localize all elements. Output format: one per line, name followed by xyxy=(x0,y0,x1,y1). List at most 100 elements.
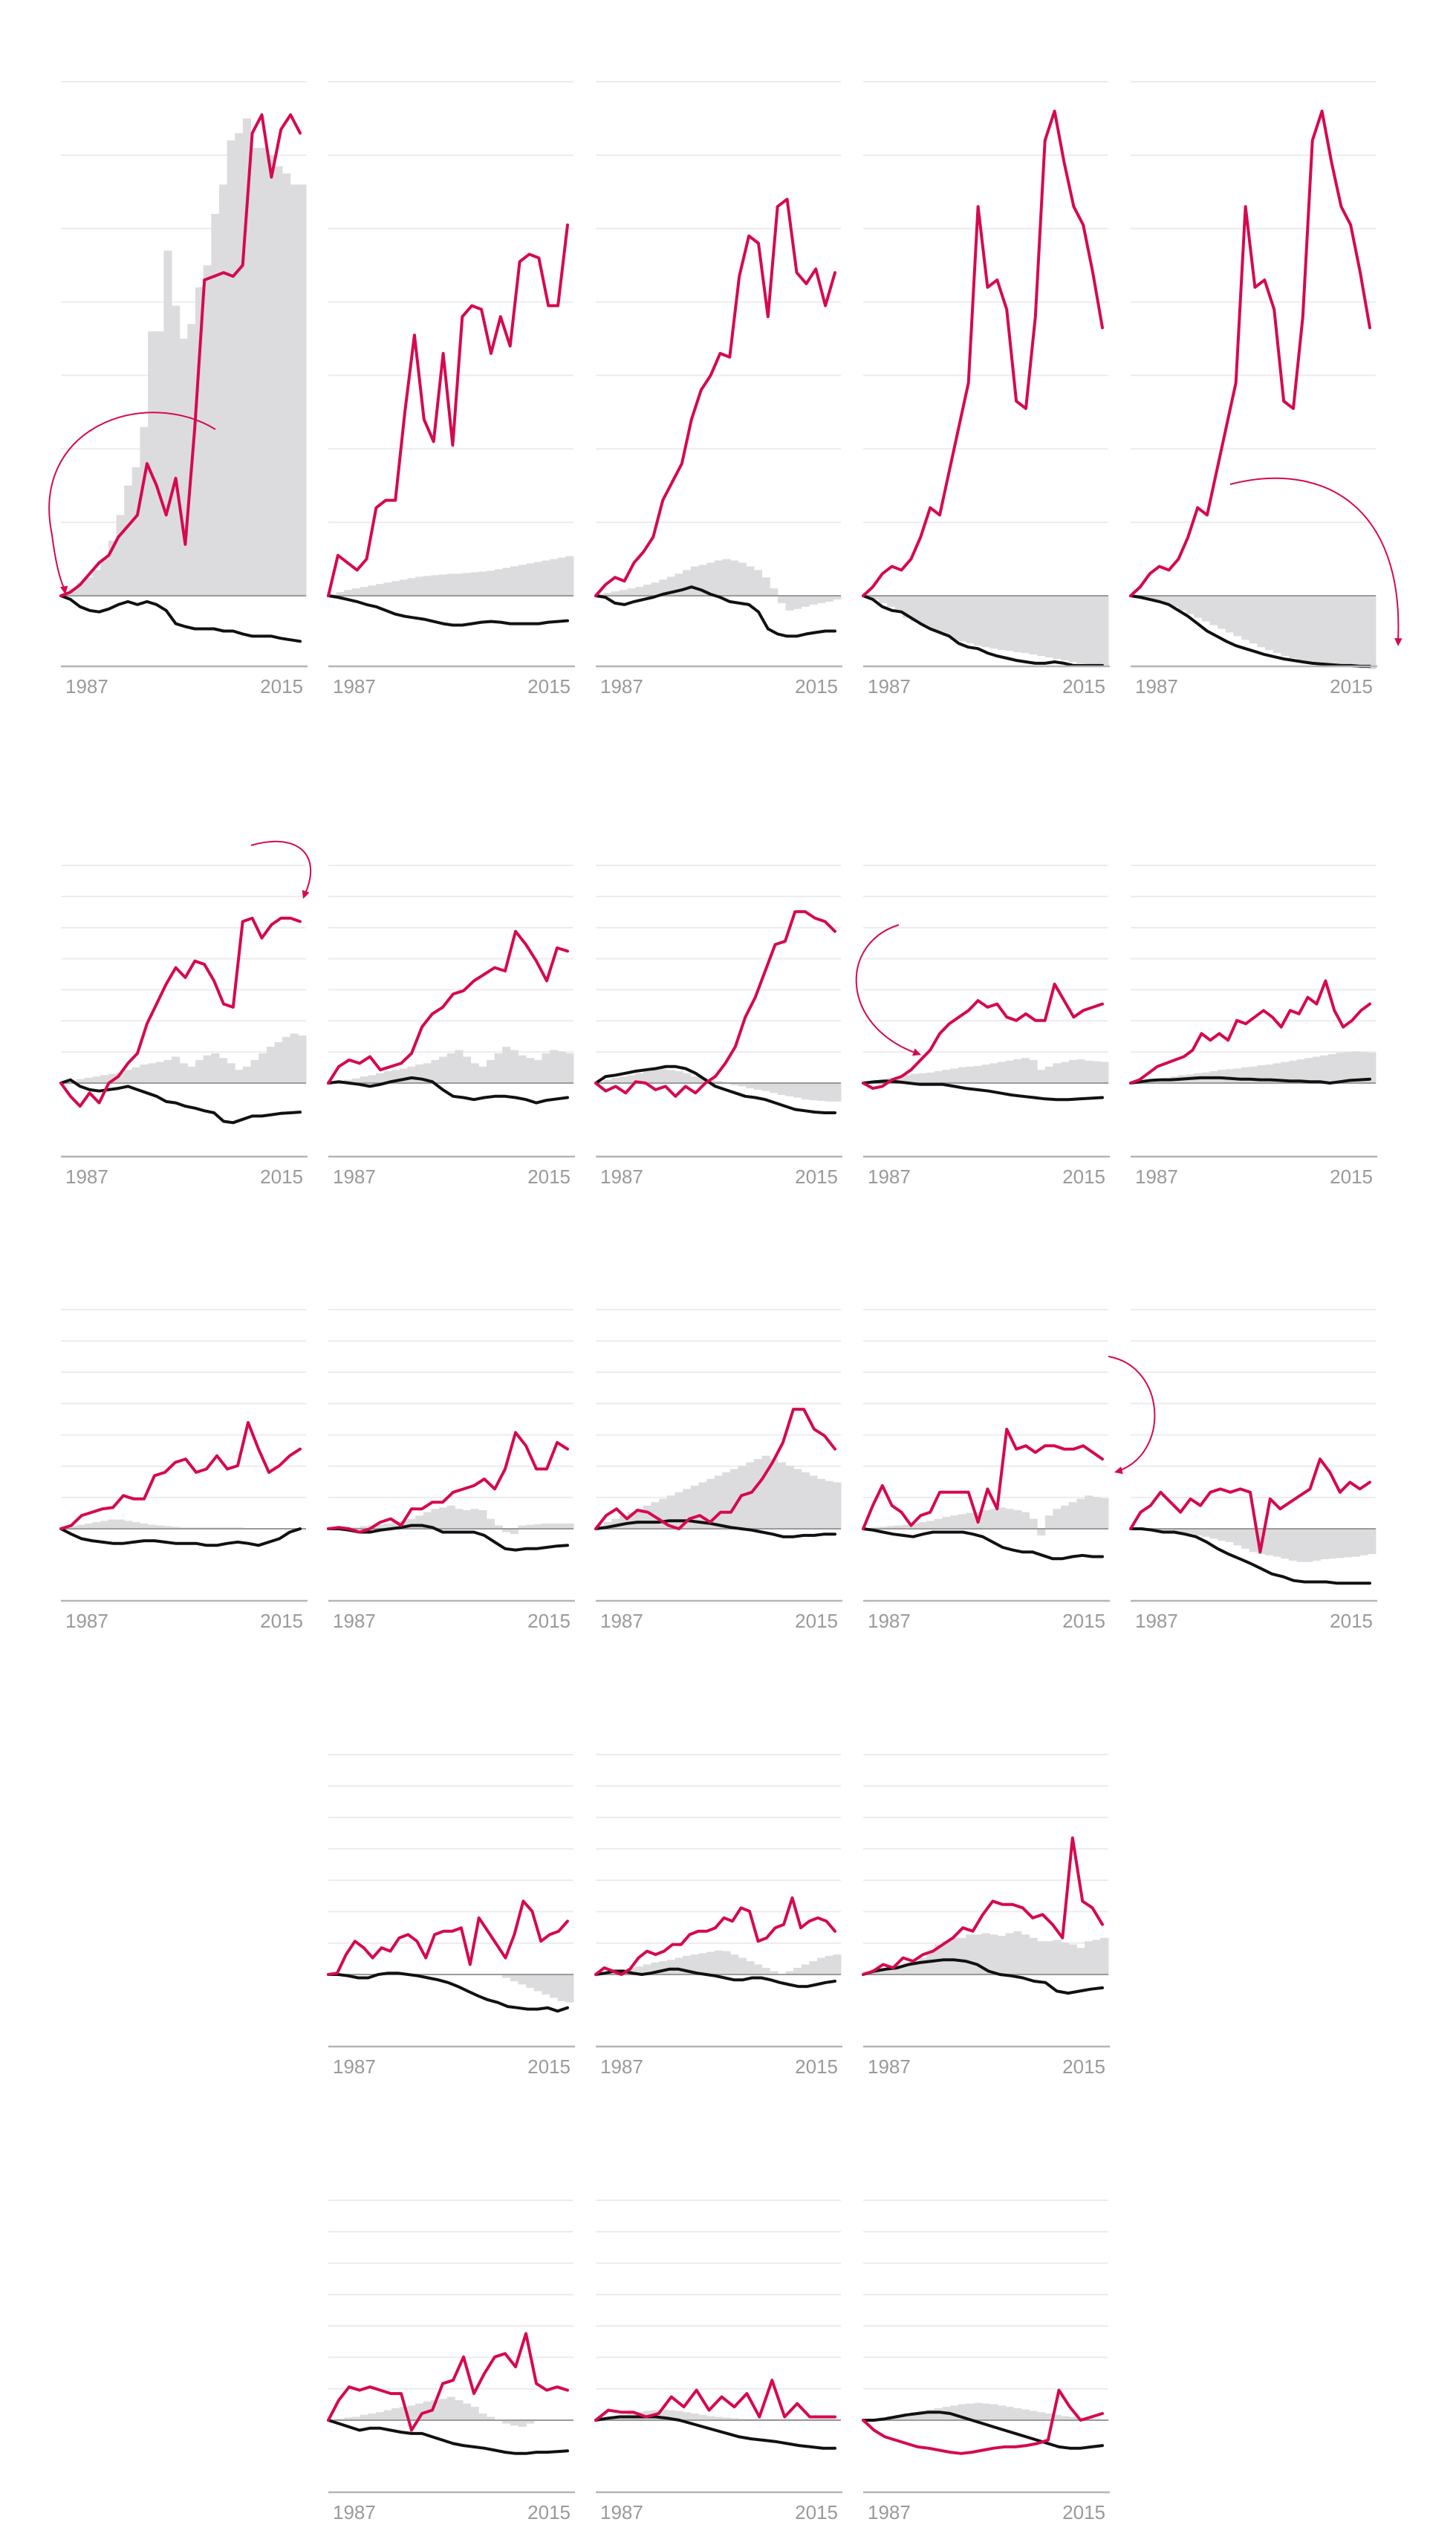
bar xyxy=(423,576,432,596)
bar xyxy=(1092,596,1101,665)
bar xyxy=(997,2405,1007,2420)
bar xyxy=(1044,1515,1053,1529)
bar xyxy=(651,582,660,596)
bar xyxy=(1352,1529,1361,1557)
bar xyxy=(714,560,723,596)
bar xyxy=(666,1070,675,1083)
bar xyxy=(550,1050,559,1083)
bar xyxy=(934,2408,943,2420)
bar xyxy=(399,1068,408,1083)
bar xyxy=(518,1055,527,1083)
bar xyxy=(1037,596,1046,657)
bar xyxy=(1209,596,1218,625)
bar xyxy=(619,1515,628,1529)
bar xyxy=(690,566,699,596)
bar xyxy=(1225,1529,1234,1542)
bar xyxy=(242,118,251,596)
bar xyxy=(746,1961,755,1974)
bar xyxy=(1288,596,1298,659)
bar xyxy=(526,1058,535,1083)
bar xyxy=(950,2405,959,2420)
panel-15: 1987 2015 xyxy=(327,1754,575,2078)
bar xyxy=(1359,1052,1368,1083)
bar xyxy=(825,1955,833,1974)
x-tick-start: 1987 xyxy=(333,1610,376,1632)
bar xyxy=(533,1059,542,1083)
bar xyxy=(958,1067,966,1083)
bar xyxy=(1037,1529,1046,1535)
red-series-line xyxy=(1129,979,1371,1085)
x-tick-end: 2015 xyxy=(1062,1166,1105,1188)
bar xyxy=(966,1934,975,1974)
bar xyxy=(1209,1529,1218,1539)
bar xyxy=(502,1047,511,1083)
bar xyxy=(675,1957,683,1974)
bar xyxy=(683,2412,692,2420)
red-series-line xyxy=(862,2388,1104,2455)
bar xyxy=(950,596,959,640)
bar xyxy=(611,1518,620,1529)
bar xyxy=(611,591,620,596)
bar xyxy=(683,1955,692,1974)
bar xyxy=(550,559,559,596)
bar xyxy=(1249,1529,1258,1553)
bar xyxy=(934,596,943,633)
red-series-line xyxy=(1129,1457,1371,1554)
bar xyxy=(148,1524,157,1529)
bar xyxy=(817,1478,826,1529)
bar xyxy=(235,133,244,596)
bar xyxy=(1005,2407,1014,2420)
black-series-line xyxy=(862,1958,1104,1995)
bar xyxy=(809,1475,818,1529)
bar xyxy=(1005,1060,1014,1083)
bar xyxy=(989,1509,998,1529)
bar xyxy=(375,2412,385,2420)
bar xyxy=(1359,596,1368,669)
bar xyxy=(1225,596,1234,633)
x-tick-end: 2015 xyxy=(1330,675,1373,698)
bar xyxy=(1177,1529,1187,1533)
bar xyxy=(399,1521,408,1529)
bar xyxy=(155,1062,164,1083)
bar xyxy=(903,596,911,618)
bar xyxy=(172,1056,181,1083)
bar xyxy=(439,2399,448,2420)
bar xyxy=(738,1957,747,1974)
bar xyxy=(486,571,495,596)
black-series-line xyxy=(594,585,836,638)
bar xyxy=(1044,2414,1053,2420)
bar xyxy=(1154,596,1163,602)
x-tick-start: 1987 xyxy=(65,675,108,698)
panel-0: 1987 2015 xyxy=(59,81,308,698)
bar xyxy=(140,1065,149,1083)
bar xyxy=(344,590,353,596)
bar xyxy=(502,568,511,596)
bar xyxy=(1029,1518,1038,1529)
bar xyxy=(124,1521,133,1529)
bar xyxy=(1037,2412,1046,2420)
bar xyxy=(259,1053,267,1083)
bar xyxy=(825,596,833,602)
bar xyxy=(203,265,212,596)
bar xyxy=(131,1522,140,1529)
bar xyxy=(1085,1495,1093,1529)
bar xyxy=(1281,1529,1290,1559)
bar xyxy=(266,1047,275,1083)
bar xyxy=(550,1974,559,1998)
x-tick-end: 2015 xyxy=(795,2501,838,2523)
bar xyxy=(439,1056,448,1083)
x-tick-start: 1987 xyxy=(333,2501,376,2523)
bar xyxy=(903,2414,911,2420)
x-tick-end: 2015 xyxy=(1062,675,1105,698)
bar xyxy=(486,1059,495,1083)
bar xyxy=(729,560,739,596)
bar xyxy=(235,1070,244,1083)
bar xyxy=(1021,1512,1030,1529)
bar xyxy=(729,1469,739,1529)
bar xyxy=(675,1071,683,1083)
bar xyxy=(383,582,392,596)
x-tick-start: 1987 xyxy=(868,2055,911,2078)
bar xyxy=(966,2403,975,2420)
bar xyxy=(565,1523,574,1529)
bar xyxy=(950,1068,959,1083)
